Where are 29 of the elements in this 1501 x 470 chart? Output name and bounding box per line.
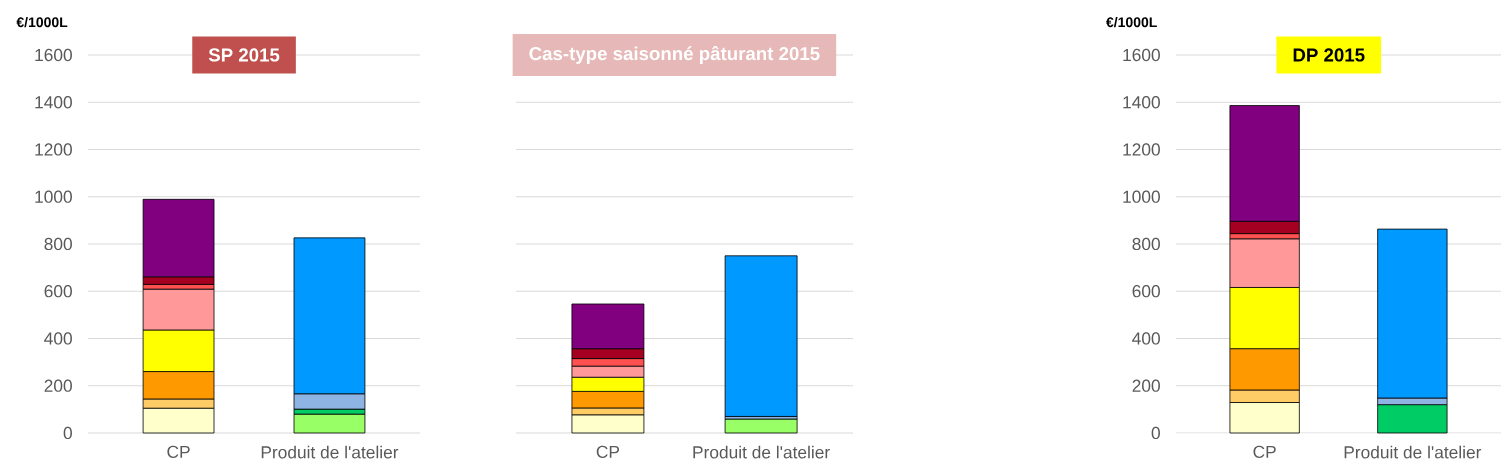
chart-title: SP 2015 (208, 48, 280, 62)
y-tick-label: 600 (44, 285, 72, 298)
chart-title: Cas-type saisonné pâturant 2015 (529, 46, 820, 64)
y-tick-label: 1400 (35, 96, 72, 109)
y-tick-label: 800 (1132, 237, 1160, 251)
y-axis-title: €/1000L (16, 16, 68, 28)
y-tick-label: 600 (1132, 285, 1160, 298)
y-tick-label: 0 (1151, 426, 1160, 440)
y-tick-label: 400 (1132, 332, 1160, 345)
y-tick-label: 1200 (1123, 143, 1160, 156)
x-tick-label: CP (1253, 445, 1276, 458)
y-tick-label: 1400 (1123, 96, 1160, 109)
x-tick-label: Produit de l'atelier (693, 445, 830, 459)
y-axis-title: €/1000L (1106, 16, 1157, 28)
chart-title: DP 2015 (1293, 48, 1365, 62)
y-tick-label: 1600 (1123, 48, 1160, 62)
y-tick-label: 200 (44, 379, 72, 392)
y-tick-label: 1600 (35, 48, 72, 62)
x-tick-label: CP (167, 445, 190, 458)
y-tick-label: 1200 (35, 143, 72, 156)
y-tick-label: 200 (1132, 379, 1160, 392)
y-tick-label: 1000 (1123, 190, 1160, 203)
x-tick-label: Produit de l'atelier (1344, 445, 1482, 459)
y-tick-label: 800 (44, 237, 72, 251)
y-tick-label: 400 (44, 332, 72, 345)
y-tick-label: 0 (63, 426, 72, 440)
y-tick-label: 1000 (35, 190, 72, 203)
x-tick-label: CP (596, 445, 620, 458)
x-tick-label: Produit de l'atelier (261, 445, 399, 459)
